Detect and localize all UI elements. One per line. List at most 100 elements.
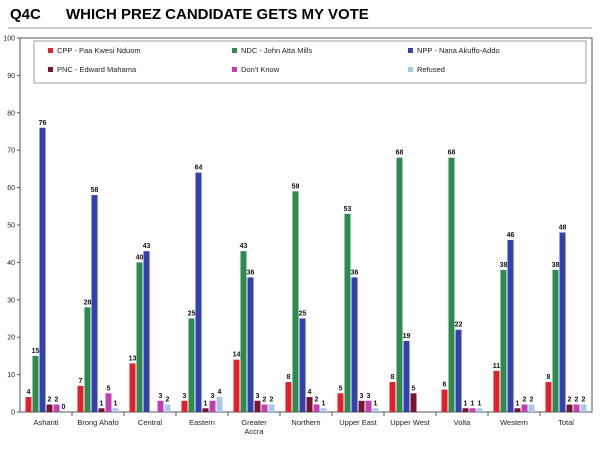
data-label: 8 — [391, 374, 395, 381]
bar — [32, 355, 39, 412]
data-label: 8 — [287, 374, 291, 381]
category-label: Total — [558, 418, 574, 427]
bar — [476, 408, 483, 412]
data-label: 3 — [367, 393, 371, 400]
data-label: 58 — [91, 187, 99, 194]
legend-label: NDC - John Atta Mills — [241, 46, 313, 55]
category-label: Greater — [241, 418, 267, 427]
bar — [389, 382, 396, 412]
legend-swatch — [48, 48, 53, 53]
bar — [514, 408, 521, 412]
bar — [25, 397, 32, 412]
bar — [448, 157, 455, 412]
y-tick-label: 60 — [7, 185, 15, 192]
category-label: Volta — [454, 418, 472, 427]
bar — [143, 251, 150, 412]
bar — [337, 393, 344, 412]
bar — [157, 400, 164, 412]
bar — [216, 397, 223, 412]
bar — [313, 404, 320, 412]
data-label: 59 — [292, 183, 300, 190]
data-label: 25 — [188, 311, 196, 318]
bar — [261, 404, 268, 412]
bar — [136, 262, 143, 412]
data-label: 4 — [218, 389, 222, 396]
legend-swatch — [232, 67, 237, 72]
data-label: 36 — [351, 269, 359, 276]
bar — [455, 329, 462, 412]
bar — [545, 382, 552, 412]
data-label: 2 — [48, 397, 52, 404]
category-label: Central — [138, 418, 163, 427]
data-label: 3 — [360, 393, 364, 400]
data-label: 2 — [568, 397, 572, 404]
data-label: 38 — [500, 262, 508, 269]
data-label: 7 — [79, 378, 83, 385]
bar — [53, 404, 60, 412]
data-label: 2 — [530, 397, 534, 404]
data-label: 2 — [575, 397, 579, 404]
data-label: 2 — [263, 397, 267, 404]
data-label: 1 — [114, 400, 118, 407]
y-tick-label: 80 — [7, 110, 15, 117]
data-label: 2 — [270, 397, 274, 404]
bar — [202, 408, 209, 412]
data-label: 3 — [183, 393, 187, 400]
bar — [507, 239, 514, 412]
legend-label: Don't Know — [241, 65, 280, 74]
data-label: 38 — [552, 262, 560, 269]
legend-swatch — [48, 67, 53, 72]
data-label: 1 — [478, 400, 482, 407]
bar — [247, 277, 254, 412]
category-label: Upper East — [339, 418, 377, 427]
bar — [240, 251, 247, 412]
bar — [552, 269, 559, 412]
data-label: 2 — [166, 397, 170, 404]
data-label: 19 — [403, 333, 411, 340]
legend-box — [33, 40, 587, 84]
chart-title-code: Q4C — [10, 6, 41, 23]
bar — [98, 408, 105, 412]
data-label: 28 — [84, 299, 92, 306]
bar — [268, 404, 275, 412]
data-label: 3 — [159, 393, 163, 400]
category-label: Upper West — [390, 418, 430, 427]
y-tick-label: 30 — [7, 297, 15, 304]
bar — [188, 318, 195, 412]
data-label: 0 — [62, 404, 66, 411]
data-label: 1 — [471, 400, 475, 407]
data-label: 8 — [547, 374, 551, 381]
data-label: 1 — [464, 400, 468, 407]
data-label: 2 — [55, 397, 59, 404]
legend-label: Refused — [417, 65, 445, 74]
data-label: 1 — [374, 400, 378, 407]
bar — [91, 195, 98, 412]
bar — [292, 191, 299, 412]
bar — [233, 359, 240, 412]
data-label: 53 — [344, 206, 352, 213]
bar — [306, 397, 313, 412]
data-label: 5 — [412, 385, 416, 392]
bar — [462, 408, 469, 412]
legend-label: PNC - Edward Mahama — [57, 65, 137, 74]
y-tick-label: 50 — [7, 223, 15, 230]
data-label: 3 — [211, 393, 215, 400]
bar — [365, 400, 372, 412]
bar — [559, 232, 566, 412]
y-tick-label: 90 — [7, 73, 15, 80]
data-label: 1 — [322, 400, 326, 407]
y-tick-label: 10 — [7, 372, 15, 379]
bar — [396, 157, 403, 412]
bar — [573, 404, 580, 412]
category-label: Western — [500, 418, 528, 427]
bar — [372, 408, 379, 412]
category-label: Brong Ahafo — [77, 418, 118, 427]
bar — [181, 400, 188, 412]
bar — [46, 404, 53, 412]
data-label: 68 — [448, 150, 456, 157]
bar — [254, 400, 261, 412]
data-label: 40 — [136, 254, 144, 261]
